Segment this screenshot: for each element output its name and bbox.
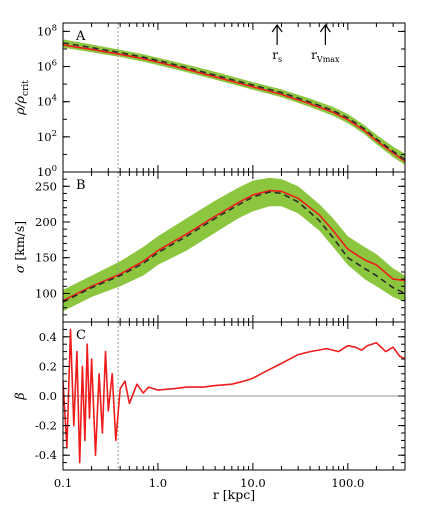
panel-tag: A (75, 29, 86, 44)
y-tick-label: 100 (35, 286, 57, 300)
y-tick-label: 0.4 (39, 330, 57, 344)
panel-b: 100 150 200 250 Bσ [km/s] (12, 171, 406, 323)
scatter-band (63, 39, 405, 165)
y-tick-label: -0.4 (35, 448, 57, 462)
x-tick-label: 1.0 (149, 476, 167, 490)
plot-area (63, 322, 405, 470)
annotation-rs: rs (271, 23, 283, 64)
y-axis-title: ρ/ρcrit (12, 80, 31, 116)
panel-frame (62, 22, 406, 173)
x-tick-label: 10.0 (240, 476, 266, 490)
x-tick-label: 0.1 (54, 476, 72, 490)
annotation-label: rVmax (311, 48, 340, 64)
x-tick-label: 100.0 (331, 476, 364, 490)
y-tick-label: 0.2 (39, 359, 57, 373)
red-series-line (63, 44, 405, 163)
y-tick-label: 250 (35, 179, 57, 193)
y-tick-label: 150 (35, 251, 57, 265)
panel-c: -0.4 -0.2 0.0 0.2 0.4 Cβ (12, 321, 406, 471)
x-axis-title: r [kpc] (213, 487, 255, 502)
y-tick-label: 102 (37, 129, 57, 144)
red-series-line (63, 189, 405, 302)
panel-tag: B (76, 178, 86, 193)
y-tick-label: 200 (35, 215, 57, 229)
arrow-head-icon (271, 23, 283, 33)
y-tick-label: -0.2 (35, 419, 57, 433)
y-axis-title: β (12, 392, 27, 400)
y-tick-label: 106 (37, 59, 57, 74)
panel-a: 100 102 104 106 108 Aρ/ρcrit (12, 22, 406, 179)
y-tick-label: 104 (37, 94, 57, 109)
scatter-band (63, 177, 405, 312)
y-tick-label: 100 (37, 164, 57, 179)
y-tick-label: 0.0 (39, 389, 57, 403)
annotation-label: rs (272, 48, 282, 64)
dashed-series-line (63, 191, 405, 303)
red-series-line (63, 328, 405, 464)
dashed-series-line (63, 42, 405, 161)
plot-area (63, 172, 405, 322)
plot-area (63, 23, 405, 172)
arrow-head-icon (319, 23, 331, 33)
y-axis-title: σ [km/s] (12, 221, 27, 273)
y-tick-label: 108 (37, 23, 57, 38)
annotation-rvmax: rVmax (311, 23, 340, 64)
panel-tag: C (76, 328, 86, 343)
